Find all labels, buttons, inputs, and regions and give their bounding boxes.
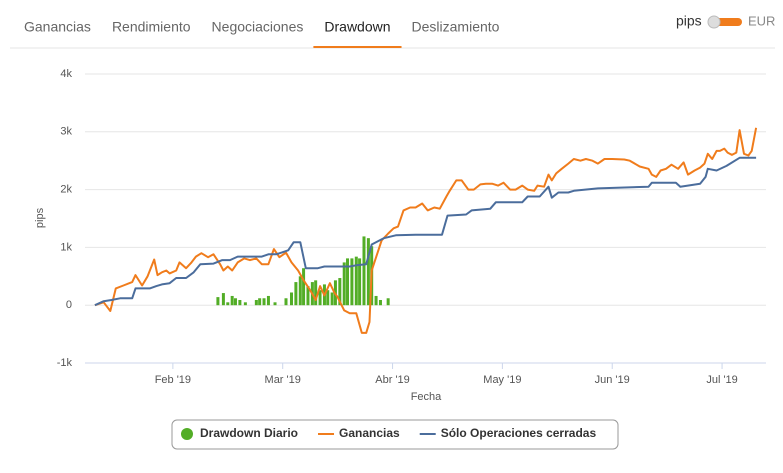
x-tick-label: Abr '19 <box>375 374 410 386</box>
x-axis-title: Fecha <box>411 391 442 403</box>
bar <box>238 299 242 306</box>
bar <box>226 302 230 306</box>
legend-label[interactable]: Drawdown Diario <box>200 426 298 440</box>
bar <box>294 282 298 306</box>
tab[interactable]: Rendimiento <box>112 19 191 35</box>
tab[interactable]: Ganancias <box>24 19 91 35</box>
bar <box>342 262 346 306</box>
x-tick-label: Jun '19 <box>595 374 630 386</box>
bar <box>266 295 270 306</box>
tab[interactable]: Deslizamiento <box>412 19 500 35</box>
bar <box>354 256 358 306</box>
toggle-right-label[interactable]: EUR <box>748 13 775 28</box>
bar <box>306 286 310 306</box>
bar <box>338 278 342 306</box>
bar <box>230 295 234 306</box>
legend-label[interactable]: Sólo Operaciones cerradas <box>441 426 597 440</box>
bar <box>284 298 288 306</box>
x-tick-label: May '19 <box>483 374 521 386</box>
y-tick-label: 2k <box>60 184 72 196</box>
bar <box>254 299 258 306</box>
bar <box>298 276 302 306</box>
chart: -1k 0 1k 2k 3k 4k Feb '19 Mar '19 Abr '19 May '19… <box>57 68 766 386</box>
bar <box>350 258 354 306</box>
legend-box <box>171 419 619 450</box>
bar <box>233 298 237 306</box>
bar <box>318 290 322 306</box>
bar <box>216 297 220 306</box>
y-tick-label: 3k <box>60 126 72 138</box>
bar <box>366 238 370 306</box>
bar <box>362 236 366 306</box>
x-tick-label: Jul '19 <box>706 374 737 386</box>
bar <box>314 280 318 306</box>
legend: Drawdown Diario Ganancias Sólo Operaciones… <box>181 426 596 440</box>
y-axis-title: pips <box>34 207 46 228</box>
bar <box>262 298 266 306</box>
bar <box>221 293 225 306</box>
active-tab-underline <box>313 46 402 48</box>
y-tick-label: 1k <box>60 241 72 253</box>
y-tick-label: 0 <box>66 299 72 311</box>
line-series <box>94 127 758 334</box>
bar <box>302 268 306 306</box>
legend-marker[interactable] <box>181 428 193 440</box>
bar <box>289 292 293 306</box>
bar <box>386 298 390 306</box>
x-tick-label: Feb '19 <box>155 374 191 386</box>
x-tick-label: Mar '19 <box>265 374 301 386</box>
bar <box>243 302 247 306</box>
bar <box>358 258 362 306</box>
y-tick-label: -1k <box>57 357 73 369</box>
bar <box>258 298 262 306</box>
toggle-knob[interactable] <box>707 15 721 29</box>
tab[interactable]: Drawdown <box>324 19 390 35</box>
legend-label[interactable]: Ganancias <box>339 426 400 440</box>
line-series <box>94 156 757 307</box>
bar <box>326 290 330 306</box>
bar <box>374 295 378 306</box>
tab[interactable]: Negociaciones <box>212 19 304 35</box>
bar <box>330 292 334 306</box>
tab-bar: Ganancias Rendimiento Negociaciones Drawdow… <box>24 19 500 48</box>
bar <box>273 302 277 306</box>
toggle-left-label[interactable]: pips <box>676 13 702 29</box>
y-tick-label: 4k <box>60 68 72 80</box>
bar <box>346 258 350 306</box>
bar <box>378 299 382 306</box>
